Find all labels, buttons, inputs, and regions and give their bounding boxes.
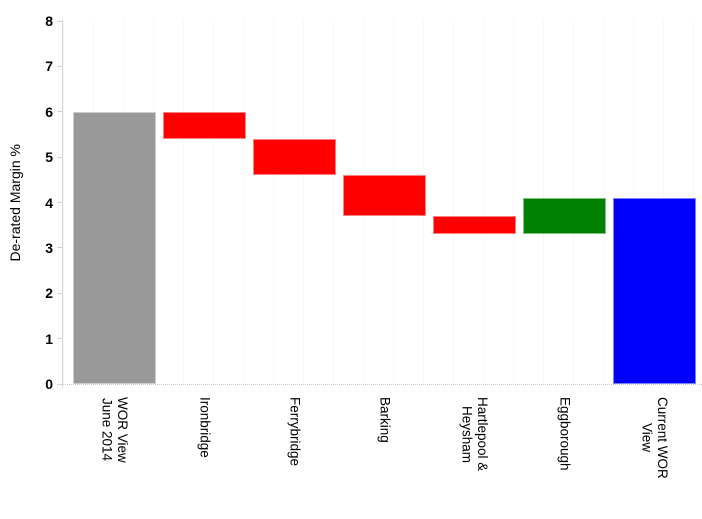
- y-axis-line: [62, 20, 63, 388]
- y-tick-label-0: 0: [45, 376, 53, 392]
- y-tick-mark-0: [57, 383, 62, 385]
- x-label-line: Hartlepool &: [475, 397, 491, 472]
- bar-hartlepool-heysham: [433, 216, 516, 235]
- x-label-line: WOR View: [115, 397, 131, 463]
- y-tick-mark-7: [57, 65, 62, 67]
- x-label-ironbridge: Ironbridge: [197, 397, 213, 458]
- x-label-ferrybridge: Ferrybridge: [287, 397, 303, 467]
- y-tick-mark-1: [57, 338, 62, 340]
- x-label-line: Barking: [377, 397, 393, 443]
- x-label-line: Ironbridge: [197, 397, 213, 458]
- y-tick-label-1: 1: [45, 330, 53, 347]
- x-label-line: Ferrybridge: [287, 397, 303, 467]
- bar-current-wor-view: [613, 197, 696, 384]
- y-tick-label-3: 3: [45, 239, 53, 256]
- y-tick-label-4: 4: [45, 194, 53, 211]
- bar-ferrybridge: [253, 138, 336, 176]
- x-label-current-wor-view: Current WOR View: [639, 397, 671, 479]
- bar-ironbridge: [163, 111, 246, 139]
- x-label-hartlepool-heysham: Hartlepool & Heysham: [459, 397, 491, 472]
- y-tick-label-8: 8: [45, 13, 53, 29]
- y-tick-mark-8: [57, 20, 62, 22]
- x-label-eggborough: Eggborough: [557, 397, 573, 471]
- x-label-barking: Barking: [377, 397, 393, 443]
- y-tick-mark-2: [57, 292, 62, 294]
- x-label-line: June 2014: [99, 398, 115, 462]
- y-tick-mark-5: [57, 156, 62, 158]
- bar-barking: [343, 175, 426, 217]
- y-tick-label-6: 6: [45, 103, 53, 120]
- bar-wor-view-june-2014: [73, 111, 156, 384]
- x-label-line: Eggborough: [557, 397, 573, 471]
- y-tick-mark-6: [57, 111, 62, 113]
- y-tick-mark-3: [57, 247, 62, 249]
- x-label-line: View: [639, 423, 655, 453]
- y-tick-label-7: 7: [45, 58, 53, 75]
- y-tick-mark-4: [57, 202, 62, 203]
- y-axis-title-container: De-rated Margin %: [0, 20, 30, 385]
- x-axis-line: [63, 384, 702, 385]
- bar-eggborough: [523, 197, 606, 235]
- y-tick-label-2: 2: [45, 285, 53, 302]
- y-axis-title: De-rated Margin %: [7, 143, 23, 262]
- x-label-line: Heysham: [459, 405, 475, 463]
- y-tick-label-5: 5: [45, 149, 53, 166]
- x-label-wor-view-june-2014: WOR View June 2014: [99, 397, 131, 463]
- x-label-line: Current WOR: [655, 397, 671, 479]
